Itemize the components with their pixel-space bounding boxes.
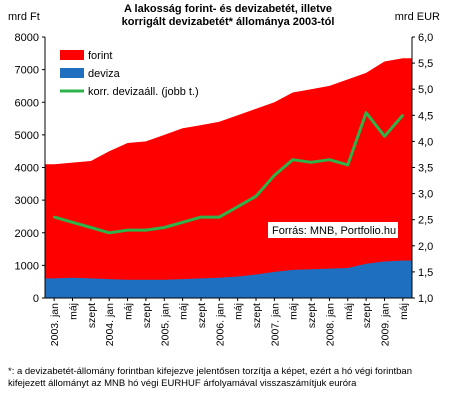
y-right-tick-label: 2,0 (418, 241, 433, 253)
x-tick-label: máj (123, 303, 135, 320)
data-point-korr-devizaall (71, 221, 74, 224)
data-point-korr-devizaall (364, 111, 368, 114)
y-right-tick-label: 3,0 (418, 189, 433, 201)
x-tick-label: máj (233, 303, 245, 320)
series-korr-devizaall-line (53, 111, 404, 235)
y-right-tick-label: 5,0 (418, 84, 433, 96)
x-tick-label: szept (361, 303, 373, 328)
x-tick-label: 2004. jan (104, 303, 116, 346)
x-tick-label: 2008. jan (324, 303, 336, 346)
x-tick-label: 2003. jan (49, 303, 61, 346)
y-left-tick-label: 8000 (15, 32, 39, 44)
data-point-korr-devizaall (309, 161, 313, 164)
y-right-tick-label: 3,5 (418, 163, 433, 175)
x-tick-label: 2009. jan (379, 303, 391, 346)
y-left-tick-label: 2000 (15, 228, 39, 240)
y-right-tick-label: 5,5 (418, 58, 433, 70)
y-left-tick-label: 0 (33, 293, 39, 305)
y-axis-right-label: mrd EUR (395, 11, 440, 23)
source-box (268, 222, 398, 238)
source-annotation: Forrás: MNB, Portfolio.hu (272, 225, 396, 237)
x-tick-label: szept (251, 303, 263, 328)
y-right-tick-label: 1,0 (418, 293, 433, 305)
data-point-korr-devizaall (144, 228, 148, 232)
x-tick-label: máj (68, 303, 80, 320)
x-tick-label: szept (196, 303, 208, 328)
y-right-tick-label: 6,0 (418, 32, 433, 44)
x-tick-label: máj (288, 303, 300, 320)
series-forint-area (45, 58, 412, 299)
x-tick-label: 2007. jan (269, 303, 281, 346)
x-tick-label: szept (141, 303, 153, 328)
x-tick-label: máj (398, 303, 410, 320)
chart-title: A lakosság forint- és devizabetét, illet… (124, 3, 332, 15)
data-point-korr-devizaall (273, 174, 276, 177)
y-axis-left-label: mrd Ft (8, 11, 40, 23)
y-left-tick-label: 1000 (15, 260, 39, 272)
data-point-korr-devizaall (108, 231, 111, 234)
y-right-tick-label: 2,5 (418, 215, 433, 227)
data-point-korr-devizaall (89, 226, 93, 229)
data-point-korr-devizaall (254, 195, 258, 198)
data-point-korr-devizaall (328, 158, 331, 161)
y-left-tick-label: 4000 (15, 163, 39, 175)
data-point-korr-devizaall (401, 114, 404, 117)
y-left-tick-label: 6000 (15, 97, 39, 109)
data-point-korr-devizaall (291, 158, 294, 161)
data-point-korr-devizaall (199, 215, 203, 219)
legend-swatch-deviza (60, 68, 84, 78)
y-left-tick-label: 3000 (15, 195, 39, 207)
series-deviza-area (45, 260, 412, 298)
x-tick-label: 2006. jan (214, 303, 226, 346)
x-tick-label: szept (306, 303, 318, 328)
data-point-korr-devizaall (53, 215, 56, 219)
legend-label: forint (88, 50, 112, 62)
data-point-korr-devizaall (218, 215, 221, 219)
data-point-korr-devizaall (163, 226, 166, 229)
y-right-tick-label: 4,0 (418, 136, 433, 148)
y-right-tick-label: 1,5 (418, 267, 433, 279)
legend-swatch-forint (60, 50, 84, 60)
x-tick-label: szept (86, 303, 98, 328)
data-point-korr-devizaall (181, 221, 184, 224)
x-tick-label: 2005. jan (159, 303, 171, 346)
footnote: *: a devizabetét-állomány forintban kife… (8, 366, 412, 389)
y-right-tick-label: 4,5 (418, 110, 433, 122)
legend-label: korr. devizaáll. (jobb t.) (88, 86, 199, 98)
data-point-korr-devizaall (346, 163, 349, 167)
data-point-korr-devizaall (383, 135, 386, 138)
chart-title: korrigált devizabetét* állománya 2003-tó… (122, 16, 335, 28)
data-point-korr-devizaall (236, 205, 239, 208)
x-tick-label: máj (178, 303, 190, 320)
legend-label: deviza (88, 68, 121, 80)
data-point-korr-devizaall (126, 228, 129, 232)
y-left-tick-label: 7000 (15, 65, 39, 77)
x-tick-label: máj (343, 303, 355, 320)
y-left-tick-label: 5000 (15, 130, 39, 142)
